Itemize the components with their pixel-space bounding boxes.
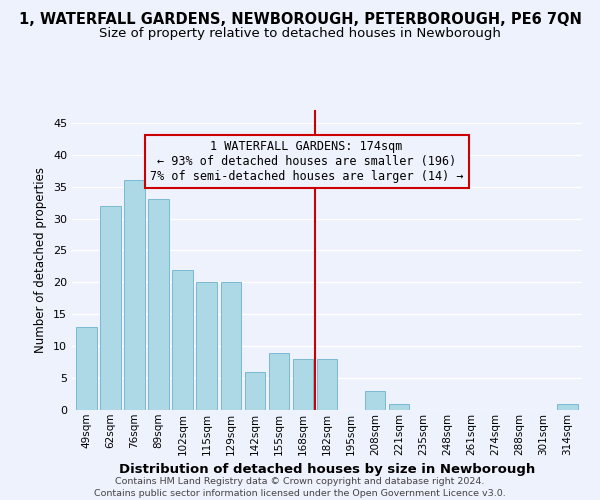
Text: Size of property relative to detached houses in Newborough: Size of property relative to detached ho… [99, 28, 501, 40]
Bar [293, 359, 313, 410]
Bar [365, 391, 385, 410]
Bar [245, 372, 265, 410]
X-axis label: Distribution of detached houses by size in Newborough: Distribution of detached houses by size … [119, 463, 535, 476]
Y-axis label: Number of detached properties: Number of detached properties [34, 167, 47, 353]
Text: 1, WATERFALL GARDENS, NEWBOROUGH, PETERBOROUGH, PE6 7QN: 1, WATERFALL GARDENS, NEWBOROUGH, PETERB… [19, 12, 581, 28]
Bar [124, 180, 145, 410]
Text: Contains HM Land Registry data © Crown copyright and database right 2024.: Contains HM Land Registry data © Crown c… [115, 478, 485, 486]
Bar [148, 200, 169, 410]
Bar [196, 282, 217, 410]
Bar [269, 352, 289, 410]
Bar [221, 282, 241, 410]
Bar [557, 404, 578, 410]
Text: Contains public sector information licensed under the Open Government Licence v3: Contains public sector information licen… [94, 489, 506, 498]
Text: 1 WATERFALL GARDENS: 174sqm
← 93% of detached houses are smaller (196)
7% of sem: 1 WATERFALL GARDENS: 174sqm ← 93% of det… [150, 140, 463, 183]
Bar [100, 206, 121, 410]
Bar [172, 270, 193, 410]
Bar [76, 327, 97, 410]
Bar [389, 404, 409, 410]
Bar [317, 359, 337, 410]
